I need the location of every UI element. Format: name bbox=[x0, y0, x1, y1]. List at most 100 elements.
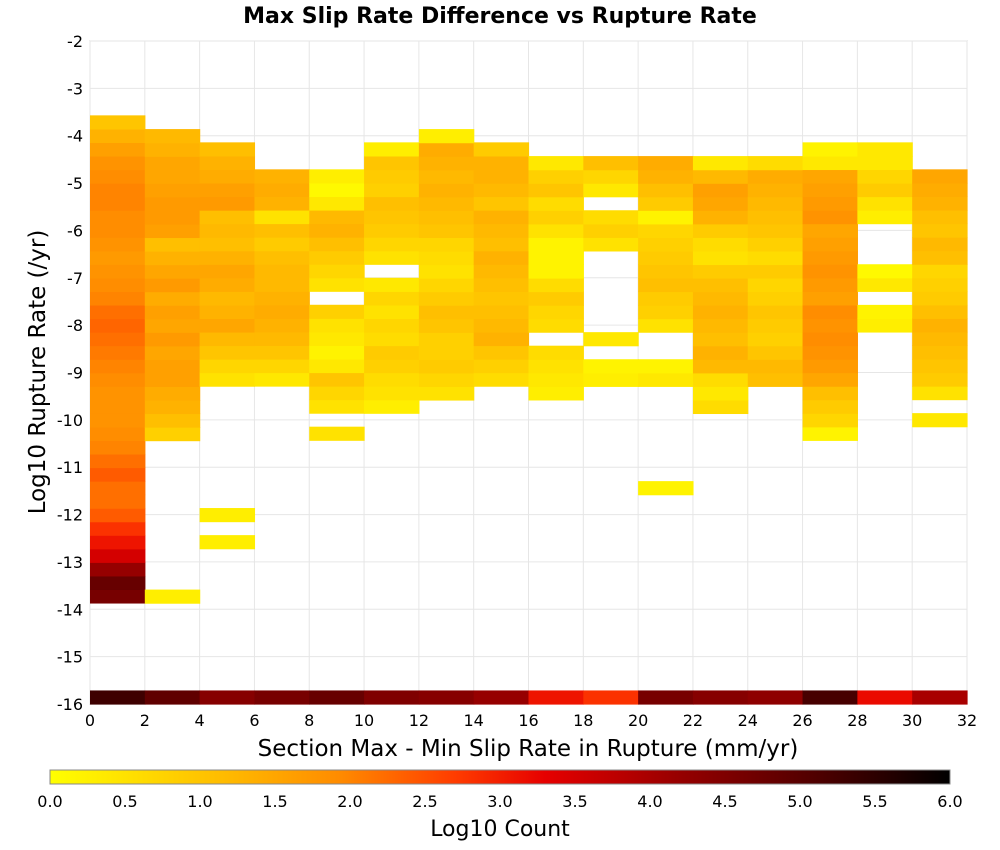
heatmap-cell bbox=[254, 331, 310, 347]
heatmap-cell bbox=[364, 318, 420, 333]
heatmap-cell bbox=[747, 183, 804, 198]
heatmap-cell bbox=[418, 305, 475, 320]
heatmap-cell bbox=[638, 305, 694, 320]
colorbar-tick-label: 5.5 bbox=[862, 792, 887, 811]
heatmap-cell bbox=[473, 264, 530, 279]
heatmap-cell bbox=[473, 359, 530, 374]
heatmap-cell bbox=[144, 156, 201, 171]
heatmap-cell bbox=[309, 277, 365, 292]
heatmap-cell bbox=[692, 223, 749, 238]
heatmap-cell bbox=[528, 372, 584, 387]
colorbar-tick-label: 0.5 bbox=[112, 792, 137, 811]
heatmap-cell bbox=[473, 142, 530, 157]
heatmap-cell bbox=[90, 223, 146, 238]
heatmap-cell bbox=[747, 291, 804, 306]
heatmap-cell bbox=[692, 277, 749, 293]
heatmap-cell bbox=[473, 345, 530, 360]
heatmap-cell bbox=[144, 223, 201, 239]
heatmap-cell bbox=[638, 210, 694, 225]
y-tick-label: -8 bbox=[67, 316, 83, 335]
heatmap-cell bbox=[802, 690, 858, 705]
heatmap-cell bbox=[802, 210, 858, 225]
heatmap-cell bbox=[364, 345, 420, 360]
heatmap-cell bbox=[364, 304, 420, 320]
y-tick-label: -11 bbox=[57, 458, 83, 477]
colorbar-label: Log10 Count bbox=[430, 817, 570, 842]
x-tick-label: 6 bbox=[249, 711, 259, 730]
heatmap-cell bbox=[309, 223, 365, 238]
heatmap-cell bbox=[802, 169, 858, 184]
heatmap-cell bbox=[418, 278, 475, 293]
y-tick-label: -16 bbox=[57, 695, 83, 714]
heatmap-cell bbox=[90, 575, 146, 590]
heatmap-cell bbox=[254, 277, 310, 292]
heatmap-cell bbox=[528, 690, 584, 705]
heatmap-cell bbox=[912, 318, 968, 333]
heatmap-cell bbox=[309, 264, 365, 279]
heatmap-cell bbox=[90, 277, 146, 293]
heatmap-cell bbox=[144, 142, 201, 157]
heatmap-cell bbox=[254, 209, 310, 225]
heatmap-cell bbox=[747, 237, 804, 252]
colorbar-tick-label: 2.5 bbox=[412, 792, 437, 811]
heatmap-cell bbox=[857, 690, 913, 705]
heatmap-cell bbox=[199, 690, 256, 705]
heatmap-cell bbox=[638, 223, 694, 238]
x-tick-label: 18 bbox=[573, 711, 593, 730]
heatmap-cell bbox=[747, 223, 804, 238]
heatmap-cell bbox=[528, 210, 584, 225]
heatmap-cell bbox=[747, 277, 804, 293]
heatmap-cell bbox=[857, 169, 913, 184]
heatmap-cell bbox=[583, 210, 639, 225]
colorbar-tick-label: 3.5 bbox=[562, 792, 587, 811]
heatmap-cell bbox=[583, 223, 639, 238]
heatmap-cell bbox=[912, 237, 968, 252]
heatmap-cell bbox=[90, 399, 146, 414]
heatmap-cell bbox=[692, 386, 749, 401]
y-tick-label: -12 bbox=[57, 506, 83, 525]
heatmap-cell bbox=[144, 291, 201, 306]
heatmap-cell bbox=[309, 209, 365, 225]
heatmap-cell bbox=[583, 169, 639, 184]
y-tick-labels: -2 -3 -4 -5 -6 -7 -8 -9 -10 -11 -12 -13 -14 -15 -16 bbox=[57, 32, 83, 714]
heatmap-cell bbox=[638, 291, 694, 306]
heatmap-cell bbox=[199, 359, 256, 374]
heatmap-cell bbox=[692, 237, 749, 252]
heatmap-cell bbox=[802, 426, 858, 441]
heatmap-cell bbox=[309, 237, 365, 252]
heatmap-cell bbox=[309, 318, 365, 333]
heatmap-cell bbox=[583, 156, 639, 171]
heatmap-cell bbox=[199, 155, 256, 171]
heatmap-cell bbox=[638, 481, 694, 496]
heatmap-cell bbox=[364, 237, 420, 252]
heatmap-cell bbox=[912, 304, 968, 319]
heatmap-cell bbox=[90, 494, 146, 509]
heatmap-cell bbox=[254, 196, 310, 211]
x-tick-label: 26 bbox=[792, 711, 812, 730]
heatmap-cell bbox=[90, 690, 146, 705]
colorbar-tick-label: 2.0 bbox=[337, 792, 362, 811]
heatmap-cell bbox=[199, 142, 256, 157]
heatmap-cell bbox=[144, 427, 201, 442]
colorbar-tick-label: 3.0 bbox=[487, 792, 512, 811]
colorbar-tick-label: 4.0 bbox=[637, 792, 662, 811]
heatmap-cell bbox=[747, 690, 804, 705]
heatmap-cell bbox=[199, 264, 256, 279]
x-tick-label: 28 bbox=[847, 711, 867, 730]
colorbar-tick-label: 1.0 bbox=[187, 792, 212, 811]
heatmap-cell bbox=[364, 223, 420, 238]
heatmap-cell bbox=[90, 183, 146, 198]
colorbar-tick-label: 5.0 bbox=[787, 792, 812, 811]
heatmap-cell bbox=[747, 250, 804, 266]
heatmap-cell bbox=[144, 250, 201, 266]
heatmap-cell bbox=[309, 196, 365, 211]
heatmap-cell bbox=[364, 155, 420, 171]
heatmap-cell bbox=[364, 210, 420, 225]
heatmap-cell bbox=[912, 264, 968, 279]
heatmap-cell bbox=[747, 196, 804, 211]
heatmap-cell bbox=[90, 548, 146, 563]
heatmap-cell bbox=[857, 182, 913, 198]
heatmap-cell bbox=[912, 386, 968, 401]
x-tick-label: 22 bbox=[683, 711, 703, 730]
